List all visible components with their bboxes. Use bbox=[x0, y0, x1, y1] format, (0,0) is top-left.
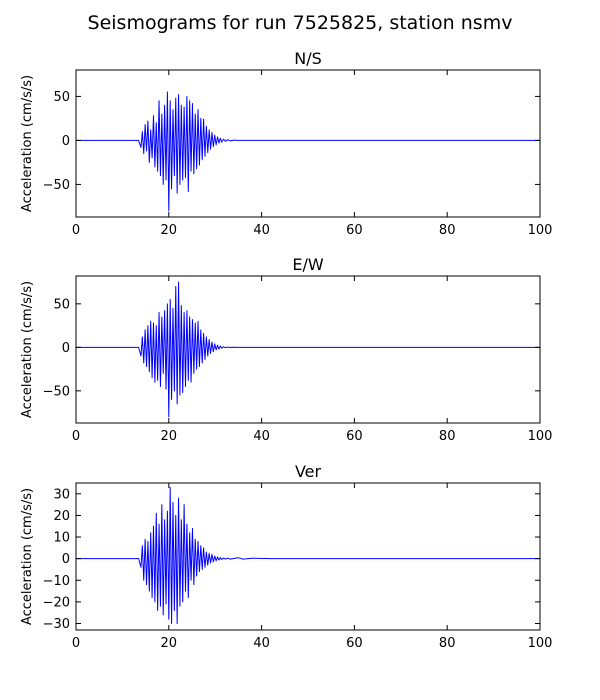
x-tick-label: 80 bbox=[439, 636, 456, 651]
x-tick-label: 100 bbox=[528, 429, 553, 444]
y-tick-label: 10 bbox=[53, 531, 70, 546]
subplot-title: E/W bbox=[292, 255, 324, 274]
y-tick-label: −10 bbox=[43, 574, 70, 589]
x-tick-label: 60 bbox=[346, 223, 363, 238]
plot-frame bbox=[75, 275, 541, 424]
x-tick-label: 40 bbox=[253, 223, 270, 238]
y-axis-label: Acceleration (cm/s/s) bbox=[20, 75, 35, 212]
y-tick-label: −50 bbox=[43, 384, 70, 399]
y-tick-label: 30 bbox=[53, 487, 70, 502]
y-tick-label: −50 bbox=[43, 178, 70, 193]
x-tick-label: 60 bbox=[346, 636, 363, 651]
x-tick-label: 20 bbox=[161, 429, 178, 444]
x-tick-label: 80 bbox=[439, 429, 456, 444]
x-tick-label: 20 bbox=[161, 223, 178, 238]
x-tick-label: 100 bbox=[528, 223, 553, 238]
y-tick-label: −20 bbox=[43, 595, 70, 610]
y-tick-label: 20 bbox=[53, 509, 70, 524]
x-tick-label: 0 bbox=[72, 636, 80, 651]
plot-frame bbox=[75, 69, 541, 218]
x-tick-label: 20 bbox=[161, 636, 178, 651]
subplot-1: N/S 0 20 40 60 80 100 50 0 −50 Acceleration (cm/s/… bbox=[20, 49, 552, 238]
y-axis-label: Acceleration (cm/s/s) bbox=[20, 281, 35, 418]
x-tick-label: 100 bbox=[528, 636, 553, 651]
subplot-title: Ver bbox=[295, 462, 322, 481]
x-tick-label: 40 bbox=[253, 429, 270, 444]
seismogram-trace bbox=[76, 486, 540, 625]
seismogram-trace bbox=[76, 281, 540, 418]
y-tick-label: 0 bbox=[62, 552, 70, 567]
y-tick-label: −30 bbox=[43, 617, 70, 632]
figure-title: Seismograms for run 7525825, station nsm… bbox=[88, 12, 513, 34]
plot-frame bbox=[75, 482, 541, 631]
subplot-title: N/S bbox=[294, 49, 322, 68]
seismogram-trace bbox=[76, 91, 540, 212]
y-tick-label: 50 bbox=[53, 297, 70, 312]
y-axis-label: Acceleration (cm/s/s) bbox=[20, 488, 35, 625]
y-tick-label: 0 bbox=[62, 341, 70, 356]
y-tick-label: 0 bbox=[62, 134, 70, 149]
x-tick-label: 40 bbox=[253, 636, 270, 651]
x-tick-label: 80 bbox=[439, 223, 456, 238]
x-tick-label: 60 bbox=[346, 429, 363, 444]
x-tick-label: 0 bbox=[72, 429, 80, 444]
y-tick-label: 50 bbox=[53, 90, 70, 105]
x-tick-label: 0 bbox=[72, 223, 80, 238]
subplot-2: E/W 0 20 40 60 80 100 50 0 −50 Acceleration (cm/s/… bbox=[20, 255, 552, 444]
